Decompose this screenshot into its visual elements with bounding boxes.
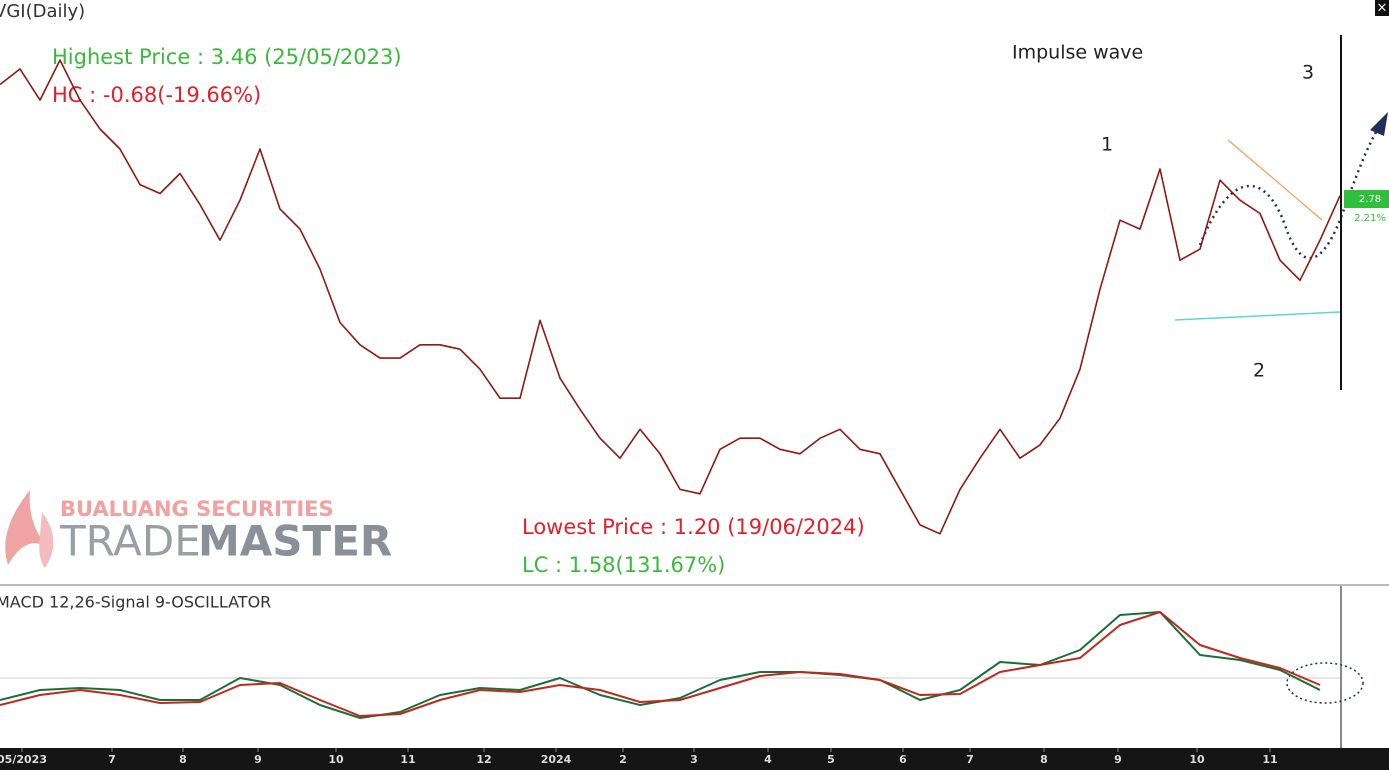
annotation: Highest Price : 3.46 (25/05/2023)	[52, 45, 402, 69]
price-change: 2.21%	[1354, 213, 1386, 224]
x-tick-label: 10	[1189, 753, 1205, 766]
projection-arrow	[1370, 112, 1388, 136]
annotation: HC : -0.68(-19.66%)	[52, 83, 261, 107]
chart-title: VGI(Daily)	[0, 1, 85, 22]
logo: BUALUANG SECURITIES TRADE MASTER	[5, 490, 392, 568]
x-tick-label: 7	[966, 753, 974, 766]
x-tick-label: 11	[400, 753, 415, 766]
price-tag	[1344, 190, 1389, 208]
x-tick-label: 8	[1040, 753, 1048, 766]
logo-text: BUALUANG SECURITIES	[60, 497, 334, 521]
x-tick-label: 6	[899, 753, 907, 766]
wave-label: 1	[1101, 134, 1113, 156]
wave-label: 2	[1253, 360, 1265, 382]
wave-label: 3	[1302, 62, 1314, 84]
logo-text: MASTER	[198, 517, 392, 566]
annotation: LC : 1.58(131.67%)	[522, 553, 725, 577]
support-line	[1174, 311, 1341, 321]
x-tick-label: 11	[1262, 753, 1277, 766]
logo-flame	[5, 490, 46, 565]
x-tick-label: 5	[827, 753, 835, 766]
series-line	[0, 59, 1341, 535]
x-tick-label: 2024	[541, 753, 572, 766]
x-tick-label: 8	[179, 753, 187, 766]
series-line	[0, 611, 1321, 717]
x-tick-label: 4	[764, 753, 772, 766]
x-tick-label: 9	[254, 753, 262, 766]
close-icon[interactable]: ×	[1377, 1, 1388, 16]
highlight-ellipse	[1286, 662, 1364, 704]
panel-title: MACD 12,26-Signal 9-OSCILLATOR	[0, 593, 271, 612]
logo-text: TRADE	[59, 517, 201, 566]
x-tick-label: 2	[619, 753, 627, 766]
annotation: Lowest Price : 1.20 (19/06/2024)	[522, 515, 865, 539]
x-tick-label: 05/2023	[0, 753, 47, 766]
trend-line	[1227, 139, 1323, 221]
close-button[interactable]	[1375, 0, 1389, 16]
annotation: Impulse wave	[1012, 42, 1143, 64]
x-tick-label: 3	[690, 753, 698, 766]
x-tick-label: 10	[328, 753, 344, 766]
x-axis-bar	[0, 748, 1389, 770]
logo-flame	[39, 512, 54, 568]
x-tick-label: 9	[1114, 753, 1122, 766]
x-tick-label: 12	[476, 753, 491, 766]
x-tick-label: 7	[108, 753, 116, 766]
price-tag-text: 2.78	[1359, 194, 1381, 205]
